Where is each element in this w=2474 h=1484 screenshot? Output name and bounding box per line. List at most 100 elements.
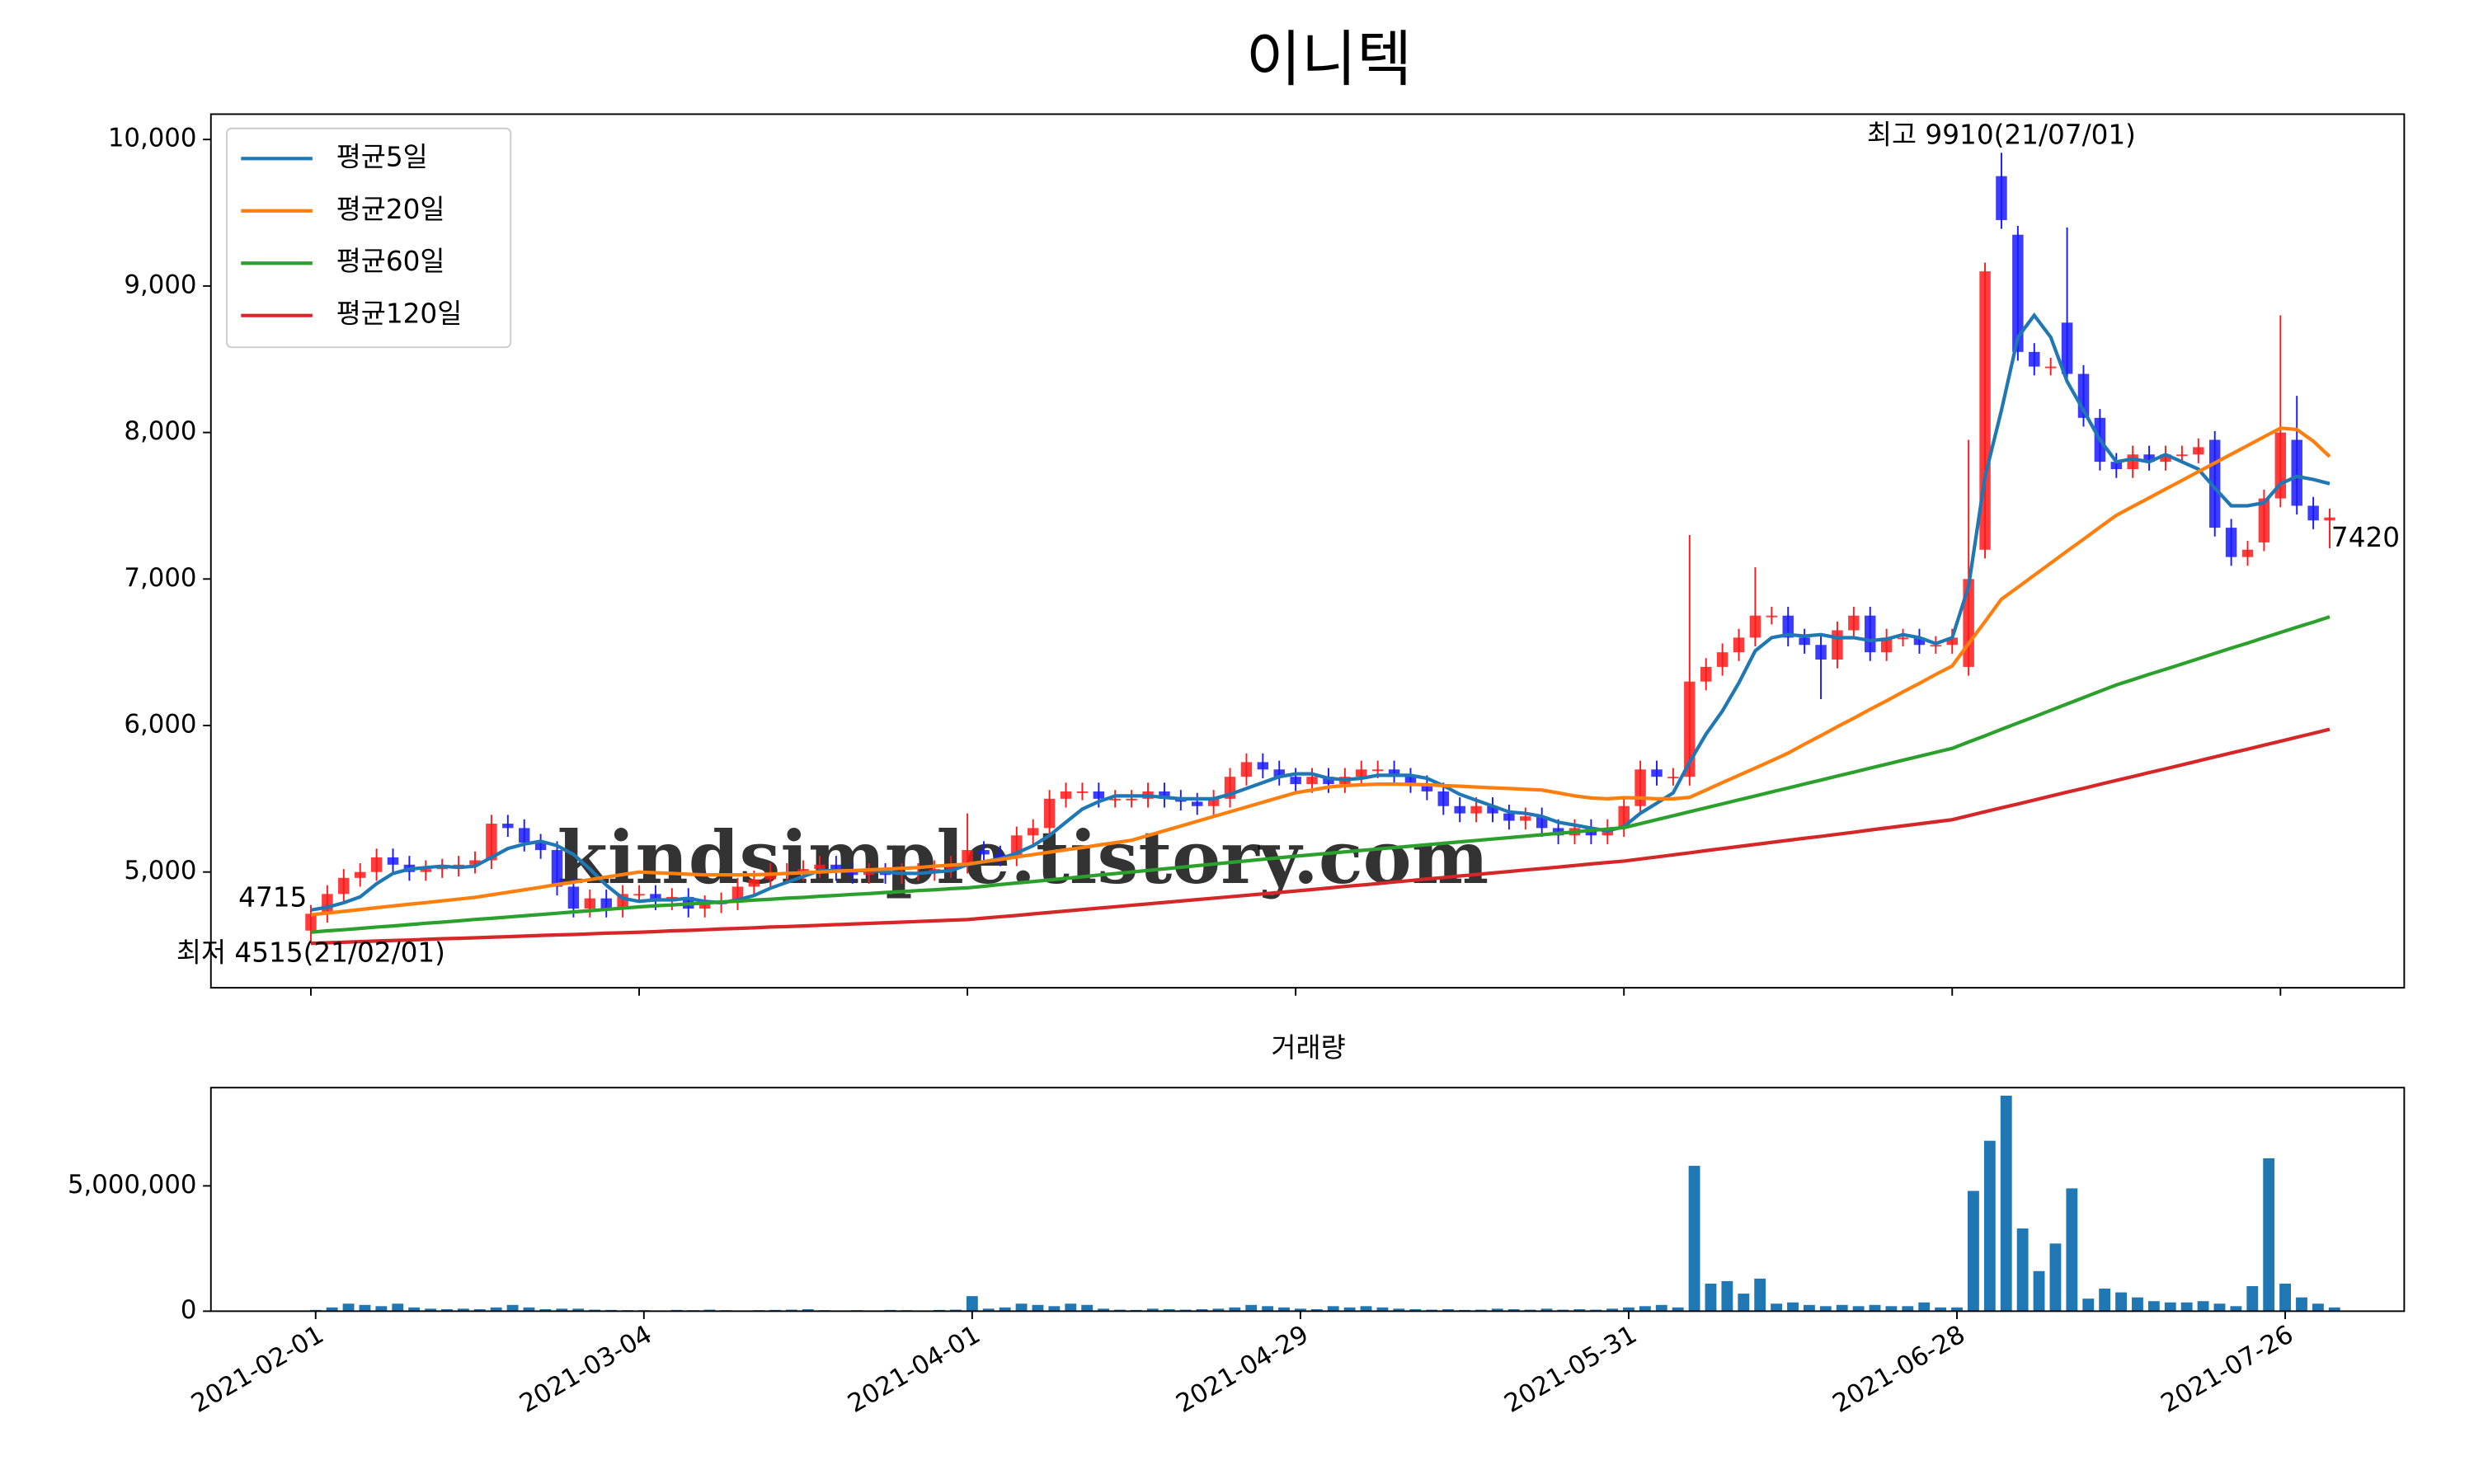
candle-body (1437, 791, 1450, 806)
y-tick-label: 7,000 (124, 563, 196, 593)
legend-box (226, 127, 512, 349)
plot-area: kindsimple.tistory.com (305, 153, 2335, 946)
bar (1951, 1307, 1963, 1312)
bar (2099, 1289, 2111, 1312)
bar (1852, 1306, 1865, 1312)
candle-body (567, 886, 580, 909)
candle-body (305, 913, 317, 931)
candle-body (2225, 528, 2237, 557)
candle-body (1766, 615, 1778, 618)
candle-body (978, 850, 990, 855)
candle-body (2044, 366, 2057, 369)
bar (2066, 1188, 2078, 1312)
bar (1803, 1304, 1815, 1312)
bar (572, 1308, 585, 1312)
candle-body (1700, 666, 1712, 682)
bar (1310, 1308, 1323, 1312)
bar (1065, 1303, 1077, 1312)
candle-body (1454, 805, 1465, 814)
candle-body (2012, 234, 2024, 352)
legend-label: 평균60일 (336, 246, 445, 277)
candle-body (1913, 637, 1926, 646)
candle-body (1716, 652, 1729, 667)
candle-body (354, 871, 366, 878)
candle-body (650, 894, 661, 902)
bar (1081, 1304, 1094, 1312)
bar (1902, 1306, 1914, 1312)
candle-body (1487, 805, 1498, 814)
bar (802, 1308, 814, 1312)
y-tick-label: 10,000 (108, 124, 197, 153)
x-tick-label: 2021-07-26 (2156, 1319, 2298, 1419)
candle-body (1207, 798, 1220, 806)
candle-body (1076, 791, 1089, 793)
candle-body (2029, 351, 2040, 367)
bar (1639, 1306, 1651, 1312)
bar (1573, 1308, 1586, 1312)
candle-body (1273, 769, 1285, 777)
volume-title: 거래량 (1271, 1032, 1345, 1064)
candle-body (2176, 454, 2188, 457)
candle-body (1832, 630, 1843, 660)
bar (1771, 1303, 1783, 1312)
legend-label: 평균120일 (336, 298, 463, 330)
x-tick-label: 2021-04-29 (1171, 1319, 1314, 1419)
ma-line (310, 615, 2331, 934)
bar (1918, 1302, 1931, 1312)
plot-frame (209, 113, 2406, 989)
bar (2132, 1297, 2143, 1312)
candle-body (2143, 454, 2155, 463)
candle-body (847, 871, 858, 876)
candle-body (698, 904, 711, 909)
candle-body (1536, 816, 1548, 829)
bar (556, 1308, 568, 1312)
bar (1738, 1294, 1750, 1312)
bar (999, 1307, 1011, 1312)
candle-body (1880, 637, 1893, 653)
bar (1294, 1308, 1306, 1312)
candle-body (1126, 798, 1137, 801)
bar (1343, 1307, 1356, 1312)
candle-body (2193, 447, 2204, 455)
bar (359, 1304, 371, 1312)
candle-body (1421, 784, 1433, 791)
bar (2312, 1303, 2324, 1312)
x-tick-label: 2021-05-31 (1499, 1319, 1642, 1419)
bar (1098, 1308, 1110, 1312)
candle-body (995, 854, 1006, 857)
bar (2115, 1292, 2127, 1312)
candle-body (1240, 762, 1253, 777)
bar (1968, 1190, 1979, 1312)
bar (2246, 1285, 2259, 1312)
candle-body (1749, 615, 1761, 638)
y-tick-label: 9,000 (124, 270, 196, 299)
candle-body (2160, 454, 2171, 463)
bar (1754, 1278, 1766, 1312)
bar (490, 1307, 502, 1312)
bar (1705, 1283, 1717, 1312)
candle-body (1043, 798, 1056, 829)
candle-body (1667, 777, 1679, 779)
bar (966, 1296, 978, 1312)
candle-body (1323, 777, 1334, 785)
bar (1146, 1308, 1159, 1312)
bar (1787, 1302, 1799, 1312)
candle-body (1848, 615, 1860, 631)
bar (375, 1306, 388, 1312)
candle-body (1865, 615, 1876, 653)
candle-body (486, 824, 497, 861)
bar (2016, 1228, 2029, 1312)
bar (1048, 1306, 1061, 1312)
bar (2197, 1301, 2209, 1312)
candle-body (1930, 645, 1942, 647)
candle-body (1159, 791, 1170, 799)
bar (539, 1308, 552, 1312)
bar (1409, 1308, 1422, 1312)
legend-label: 평균20일 (336, 194, 445, 225)
bar (2049, 1243, 2062, 1312)
bar (1491, 1308, 1503, 1312)
candle-body (322, 894, 333, 914)
x-tick-label: 2021-06-28 (1827, 1319, 1970, 1419)
y-tick-label: 8,000 (124, 416, 196, 446)
bar (1393, 1308, 1405, 1312)
